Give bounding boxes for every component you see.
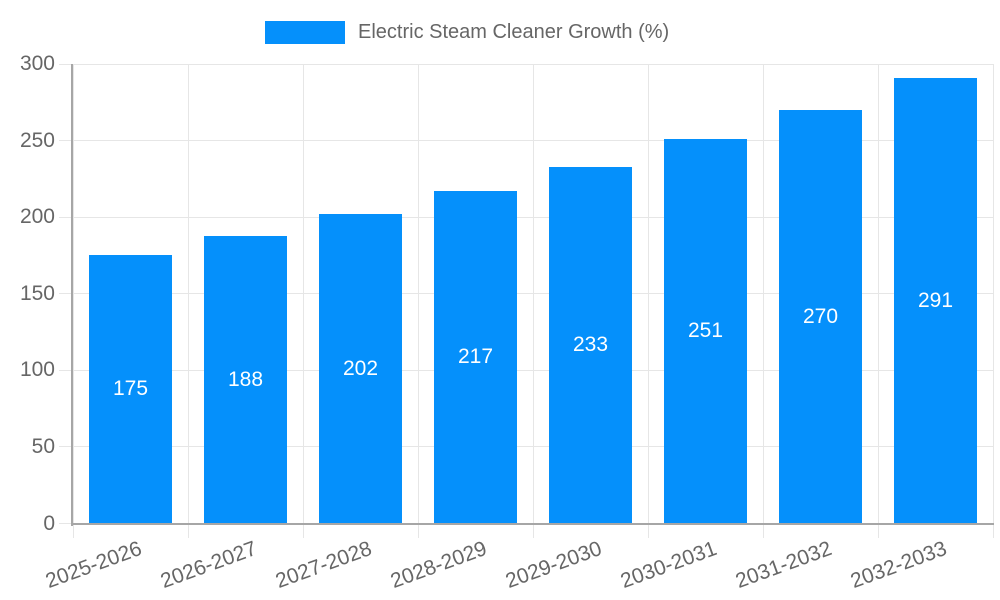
x-axis-line [71, 522, 994, 525]
x-gridline [532, 64, 534, 524]
x-axis-tick [417, 523, 419, 538]
x-gridline [302, 64, 304, 524]
bar-value-label: 233 [572, 333, 609, 357]
bar [89, 255, 172, 524]
x-gridline [187, 64, 189, 524]
bar-value-label: 202 [342, 356, 379, 380]
x-axis-tick [532, 523, 534, 538]
y-axis-tick [59, 369, 73, 371]
bar [894, 77, 977, 524]
x-axis-tick [187, 523, 189, 538]
y-axis-tick-label: 0 [43, 511, 55, 535]
y-axis-tick [59, 293, 73, 295]
y-axis-tick-label: 250 [19, 128, 55, 152]
bar-value-label: 217 [457, 345, 494, 369]
x-axis-tick [302, 523, 304, 538]
bar-value-label: 251 [687, 319, 724, 343]
y-axis-tick-label: 150 [19, 281, 55, 305]
bar-value-label: 291 [917, 288, 954, 312]
y-axis-tick-label: 100 [19, 358, 55, 382]
bar [434, 191, 517, 524]
x-axis-tick [992, 523, 994, 538]
x-gridline [992, 64, 994, 524]
x-axis-tick [762, 523, 764, 538]
legend[interactable]: Electric Steam Cleaner Growth (%) [265, 21, 669, 44]
legend-label: Electric Steam Cleaner Growth (%) [358, 21, 670, 43]
y-axis-tick [59, 140, 73, 142]
y-axis-tick [59, 446, 73, 448]
bar [779, 109, 862, 524]
x-gridline [877, 64, 879, 524]
legend-swatch-icon [265, 21, 345, 44]
x-gridline [647, 64, 649, 524]
x-gridline [417, 64, 419, 524]
y-axis-tick [59, 63, 73, 65]
x-axis-tick [647, 523, 649, 538]
y-axis-tick [59, 216, 73, 218]
x-axis-tick [72, 523, 74, 538]
bar-value-label: 270 [802, 304, 839, 328]
y-axis-tick [59, 523, 73, 524]
bar [319, 214, 402, 524]
y-axis-tick-label: 200 [19, 205, 55, 229]
x-gridline [762, 64, 764, 524]
bar-value-label: 188 [227, 367, 264, 391]
x-gridline [72, 64, 74, 524]
x-axis-tick [877, 523, 879, 538]
bar [204, 235, 287, 524]
bar [549, 166, 632, 524]
bar [664, 139, 747, 524]
y-axis-tick-label: 300 [19, 52, 55, 75]
y-axis-tick-label: 50 [31, 434, 55, 458]
y-axis-line [71, 64, 73, 526]
bar-value-label: 175 [112, 377, 149, 401]
